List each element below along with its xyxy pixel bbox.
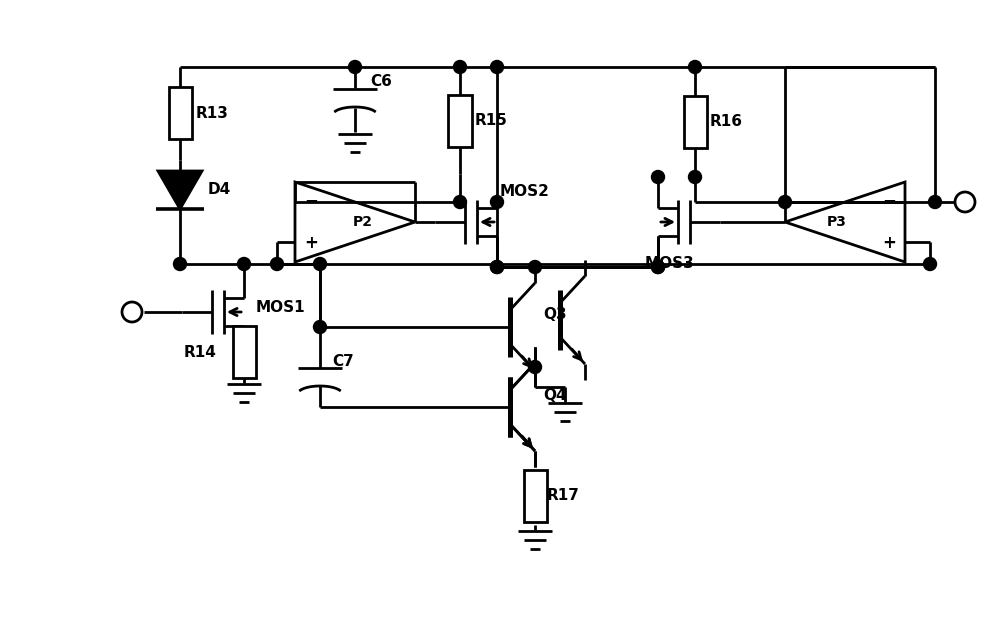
Bar [524,470,546,522]
Text: MOS1: MOS1 [256,300,306,315]
Text: Q3: Q3 [543,308,567,322]
Circle shape [270,257,284,270]
Text: R13: R13 [196,106,229,121]
Circle shape [688,171,702,184]
Polygon shape [158,171,202,209]
Circle shape [490,261,504,273]
Text: Q4: Q4 [543,388,567,403]
Circle shape [652,261,664,273]
Text: D4: D4 [208,182,231,198]
Text: P2: P2 [353,215,373,229]
Circle shape [490,196,504,209]
Text: P3: P3 [827,215,847,229]
Circle shape [314,257,326,270]
Text: R14: R14 [184,345,217,360]
Circle shape [778,196,792,209]
Circle shape [528,361,542,374]
Circle shape [652,261,664,273]
Circle shape [453,60,466,73]
Text: MOS2: MOS2 [500,184,550,200]
Circle shape [652,171,664,184]
Circle shape [453,196,466,209]
Circle shape [490,261,504,273]
Circle shape [923,257,936,270]
Circle shape [928,196,942,209]
Bar [684,96,706,148]
Text: +: + [304,234,318,252]
Bar [448,94,472,146]
Text: R15: R15 [475,113,508,128]
Circle shape [528,261,542,273]
Circle shape [688,60,702,73]
Bar [168,87,192,139]
Text: −: − [304,191,318,209]
Text: +: + [882,234,896,252]
Text: C7: C7 [332,354,354,370]
Circle shape [174,257,186,270]
Circle shape [314,320,326,333]
Text: C6: C6 [370,74,392,89]
Circle shape [349,60,362,73]
Bar [233,326,256,378]
Text: R17: R17 [547,489,580,503]
Circle shape [490,60,504,73]
Text: MOS3: MOS3 [645,257,695,272]
Circle shape [238,257,251,270]
Text: −: − [882,191,896,209]
Text: R16: R16 [710,114,743,130]
